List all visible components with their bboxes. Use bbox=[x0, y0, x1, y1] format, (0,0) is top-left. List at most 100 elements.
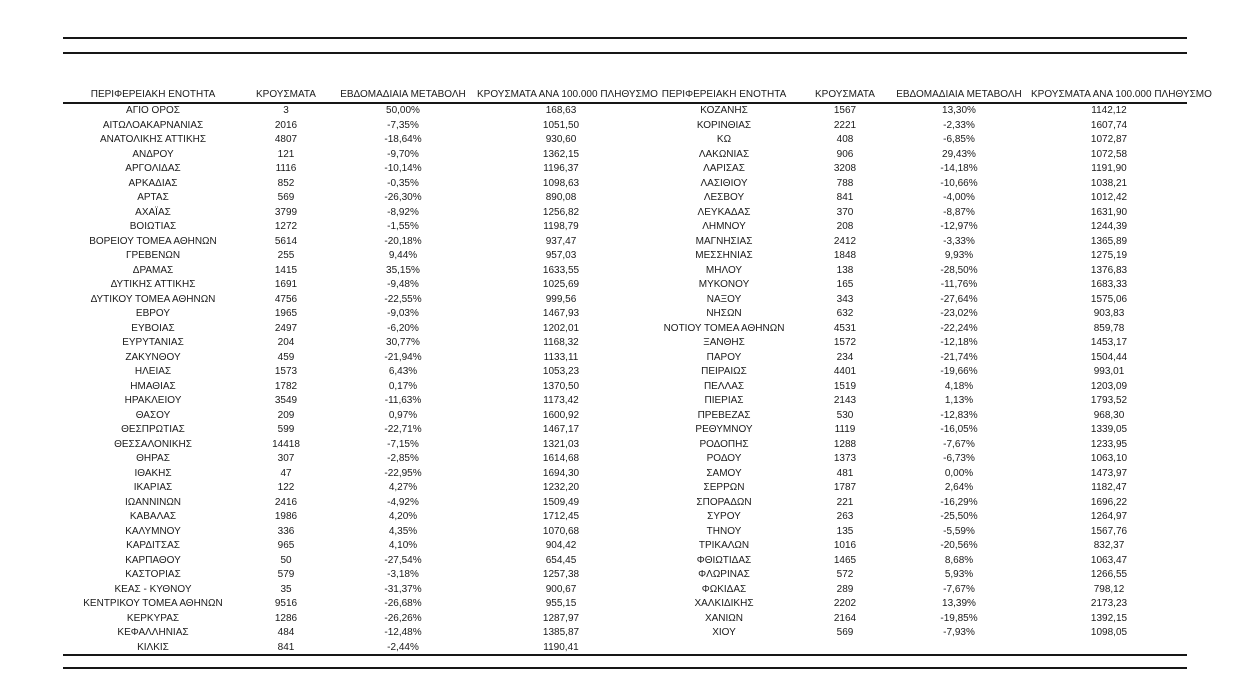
table-cell: 3799 bbox=[274, 206, 298, 218]
table-cell: ΠΙΕΡΙΑΣ bbox=[704, 395, 744, 407]
table-cell: -3,33% bbox=[943, 235, 975, 247]
table-row: ΖΑΚΥΝΘΟΥ 459 -21,94% 1133,11 bbox=[63, 351, 645, 366]
table-row: ΠΙΕΡΙΑΣ 2143 1,13% 1793,52 bbox=[645, 394, 1187, 409]
table-cell: 4,27% bbox=[388, 482, 418, 494]
table-cell: 1614,68 bbox=[542, 453, 580, 465]
table-cell: 1257,38 bbox=[542, 569, 580, 581]
table-row: ΚΕΦΑΛΛΗΝΙΑΣ 484 -12,48% 1385,87 bbox=[63, 626, 645, 641]
table-cell: 307 bbox=[277, 453, 295, 465]
table-cell: -16,29% bbox=[940, 496, 978, 508]
table-cell: 569 bbox=[277, 192, 295, 204]
table-cell: 168,63 bbox=[545, 105, 577, 117]
table-cell: 204 bbox=[277, 337, 295, 349]
table-cell: 122 bbox=[277, 482, 295, 494]
table-row: ΕΒΡΟΥ 1965 -9,03% 1467,93 bbox=[63, 307, 645, 322]
table-row: ΚΟΖΑΝΗΣ 1567 13,30% 1142,12 bbox=[645, 103, 1187, 119]
table-cell: 1986 bbox=[274, 511, 298, 523]
table-cell: 968,30 bbox=[1093, 409, 1125, 421]
table-cell: 1365,89 bbox=[1090, 235, 1128, 247]
table-cell: ΚΑΡΠΑΘΟΥ bbox=[125, 554, 181, 566]
table-cell: 1600,92 bbox=[542, 409, 580, 421]
table-row: ΑΝΔΡΟΥ 121 -9,70% 1362,15 bbox=[63, 148, 645, 163]
table-cell: -6,20% bbox=[387, 322, 419, 334]
table-cell: -20,56% bbox=[940, 540, 978, 552]
table-cell: ΛΑΡΙΣΑΣ bbox=[703, 163, 745, 175]
table-cell: -12,83% bbox=[940, 409, 978, 421]
table-cell: 484 bbox=[277, 627, 295, 639]
table-cell: 4,20% bbox=[388, 511, 418, 523]
table-cell: 569 bbox=[836, 627, 854, 639]
table-cell: ΜΑΓΝΗΣΙΑΣ bbox=[695, 235, 753, 247]
table-row: ΚΑΒΑΛΑΣ 1986 4,20% 1712,45 bbox=[63, 510, 645, 525]
table-cell: 1232,20 bbox=[542, 482, 580, 494]
table-cell: 1453,17 bbox=[1090, 337, 1128, 349]
table-cell: -19,85% bbox=[940, 612, 978, 624]
table-cell: 1272 bbox=[274, 221, 298, 233]
table-cell: 3 bbox=[283, 105, 289, 117]
table-cell: 13,39% bbox=[942, 598, 976, 610]
table-cell: 1202,01 bbox=[542, 322, 580, 334]
table-cell: ΦΩΚΙΔΑΣ bbox=[701, 583, 747, 595]
table-cell: 1288 bbox=[833, 438, 857, 450]
table-cell: 1567,76 bbox=[1090, 525, 1128, 537]
table-cell: -10,66% bbox=[940, 177, 978, 189]
table-cell: ΛΕΣΒΟΥ bbox=[703, 192, 745, 204]
table-row: ΦΘΙΩΤΙΔΑΣ 1465 8,68% 1063,47 bbox=[645, 554, 1187, 569]
table-row: ΓΡΕΒΕΝΩΝ 255 9,44% 957,03 bbox=[63, 249, 645, 264]
table-cell: ΑΓΙΟ ΟΡΟΣ bbox=[126, 105, 180, 117]
table-cell: ΑΡΓΟΛΙΔΑΣ bbox=[125, 163, 181, 175]
table-row: ΣΑΜΟΥ 481 0,00% 1473,97 bbox=[645, 467, 1187, 482]
table-cell: 1275,19 bbox=[1090, 250, 1128, 262]
table-cell: 1133,11 bbox=[543, 351, 579, 363]
table-cell: ΚΕΦΑΛΛΗΝΙΑΣ bbox=[117, 627, 189, 639]
table-cell: 4,35% bbox=[388, 525, 418, 537]
table-cell: -4,92% bbox=[387, 496, 419, 508]
table-cell: 165 bbox=[836, 279, 854, 291]
table-cell: -25,50% bbox=[940, 511, 978, 523]
table-cell: 1509,49 bbox=[542, 496, 580, 508]
table-row: ΜΕΣΣΗΝΙΑΣ 1848 9,93% 1275,19 bbox=[645, 249, 1187, 264]
table-row: ΘΕΣΣΑΛΟΝΙΚΗΣ 14418 -7,15% 1321,03 bbox=[63, 438, 645, 453]
table-row: ΤΗΝΟΥ 135 -5,59% 1567,76 bbox=[645, 525, 1187, 540]
table-cell: 4,18% bbox=[944, 380, 974, 392]
table-row: ΝΗΣΩΝ 632 -23,02% 903,83 bbox=[645, 307, 1187, 322]
table-cell: ΛΗΜΝΟΥ bbox=[702, 221, 746, 233]
table-cell: 1607,74 bbox=[1090, 119, 1128, 131]
table-row: ΑΡΤΑΣ 569 -26,30% 890,08 bbox=[63, 191, 645, 206]
table-cell: -8,87% bbox=[943, 206, 975, 218]
table-cell: 1191,90 bbox=[1091, 163, 1127, 175]
table-cell: ΣΥΡΟΥ bbox=[707, 511, 741, 523]
table-cell: 370 bbox=[836, 206, 854, 218]
table-cell: 632 bbox=[836, 308, 854, 320]
table-cell: -28,50% bbox=[940, 264, 978, 276]
table-cell: -7,35% bbox=[387, 119, 419, 131]
table-cell: 408 bbox=[836, 134, 854, 146]
table-cell: 1633,55 bbox=[542, 264, 580, 276]
table-cell: ΑΙΤΩΛΟΑΚΑΡΝΑΝΙΑΣ bbox=[102, 119, 204, 131]
table-cell: ΒΟΡΕΙΟΥ ΤΟΜΕΑ ΑΘΗΝΩΝ bbox=[89, 235, 217, 247]
table-row: ΒΟΙΩΤΙΑΣ 1272 -1,55% 1198,79 bbox=[63, 220, 645, 235]
table-cell: 841 bbox=[836, 192, 854, 204]
table-cell: ΑΝΑΤΟΛΙΚΗΣ ΑΤΤΙΚΗΣ bbox=[99, 134, 207, 146]
table-cell: 0,17% bbox=[388, 380, 418, 392]
table-cell: 1063,10 bbox=[1090, 453, 1128, 465]
table-row: ΚΙΛΚΙΣ 841 -2,44% 1190,41 bbox=[63, 641, 645, 656]
table-row: ΦΩΚΙΔΑΣ 289 -7,67% 798,12 bbox=[645, 583, 1187, 598]
table-cell: ΚΑΡΔΙΤΣΑΣ bbox=[126, 540, 180, 552]
table-cell: -26,68% bbox=[384, 598, 422, 610]
table-cell: 1965 bbox=[274, 308, 298, 320]
table-cell: ΚΟΡΙΝΘΙΑΣ bbox=[696, 119, 752, 131]
table-cell: 135 bbox=[836, 525, 854, 537]
table-cell: 957,03 bbox=[545, 250, 577, 262]
table-row: ΜΥΚΟΝΟΥ 165 -11,76% 1683,33 bbox=[645, 278, 1187, 293]
table-cell: 35,15% bbox=[386, 264, 420, 276]
column-header: ΠΕΡΙΦΕΡΕΙΑΚΗ ΕΝΟΤΗΤΑ bbox=[645, 87, 803, 104]
table-row: ΛΑΣΙΘΙΟΥ 788 -10,66% 1038,21 bbox=[645, 177, 1187, 192]
table-row: ΛΑΚΩΝΙΑΣ 906 29,43% 1072,58 bbox=[645, 148, 1187, 163]
table-cell: 1467,17 bbox=[542, 424, 580, 436]
table-cell: 2173,23 bbox=[1090, 598, 1128, 610]
table-row: ΗΜΑΘΙΑΣ 1782 0,17% 1370,50 bbox=[63, 380, 645, 395]
table-cell: ΔΥΤΙΚΗΣ ΑΤΤΙΚΗΣ bbox=[110, 279, 196, 291]
table-cell: 1038,21 bbox=[1090, 177, 1128, 189]
